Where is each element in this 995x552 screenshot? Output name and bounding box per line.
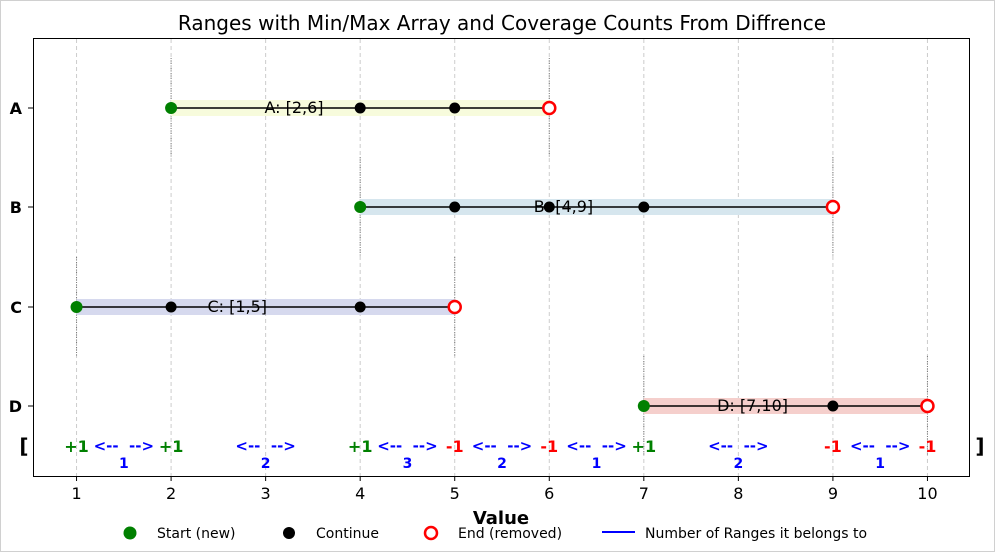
legend-end-marker [423,525,439,541]
diff-marker: +1 [64,437,89,456]
legend-label: Start (new) [157,526,236,542]
coverage-count: 3 [403,456,413,472]
x-axis-label: Value [473,508,529,529]
legend-start-marker [123,526,137,540]
legend-label: Continue [316,526,379,542]
range-label: B: [4,9] [534,197,593,216]
continue-point [449,201,461,213]
chart-title: Ranges with Min/Max Array and Coverage C… [178,11,826,35]
y-tick-label: B [10,198,22,217]
coverage-arrows: <-- --> [94,437,154,455]
diff-marker: -1 [824,437,842,456]
continue-point [354,301,366,313]
x-tick-label: 4 [355,484,365,503]
y-tick-label: A [10,99,23,118]
coverage-count: 1 [875,456,885,472]
range-label: C: [1,5] [207,297,267,316]
y-tick-label: D [9,397,22,416]
coverage-count: 2 [261,456,271,472]
coverage-arrows: <-- --> [235,437,295,455]
end-point [825,199,841,215]
diff-marker: -1 [540,437,558,456]
coverage-count: 2 [497,456,507,472]
plot-frame [33,38,970,477]
start-point [165,102,178,114]
diff-marker: -1 [446,437,464,456]
x-tick-label: 5 [450,484,460,503]
coverage-arrows: <-- --> [377,437,437,455]
close-bracket: ] [975,434,984,458]
coverage-arrows: <-- --> [850,437,910,455]
continue-point [827,400,839,412]
legend: Start (new) Continue End (removed) Number o… [123,525,867,542]
coverage-count: 2 [733,456,743,472]
x-tick-label: 6 [544,484,554,503]
coverage-arrows: <-- --> [708,437,768,455]
coverage-arrows: <-- --> [566,437,626,455]
x-tick-label: 3 [261,484,271,503]
start-point [637,400,650,412]
open-bracket: [ [19,434,28,458]
y-tick-label: C [10,298,22,317]
continue-point [543,201,555,213]
x-tick-label: 1 [71,484,81,503]
x-tick-label: 10 [917,484,937,503]
legend-continue-marker [283,527,295,539]
end-point [447,299,462,315]
continue-point [638,201,650,213]
x-tick-label: 7 [639,484,649,503]
coverage-count: 1 [119,456,129,472]
diff-marker: +1 [159,437,184,456]
diff-marker: +1 [632,437,657,456]
end-point [920,398,935,414]
x-tick-label: 2 [166,484,176,503]
range-label: A: [2,6] [264,98,323,117]
range-label: D: [7,10] [717,396,788,415]
plot-area: A: [2,6] B: [4,9] C: [1,5] D: [7,10] [] +1 +1 +… [19,58,985,472]
legend-label: Number of Ranges it belongs to [645,526,867,542]
start-point [354,201,367,213]
diff-marker: -1 [919,437,937,456]
continue-point [165,301,177,313]
x-tick-label: 8 [733,484,743,503]
diff-marker: +1 [348,437,373,456]
coverage-arrows: <-- --> [472,437,532,455]
legend-label: End (removed) [458,526,562,542]
coverage-count: 1 [592,456,602,472]
continue-point [354,102,366,114]
end-point [542,100,557,116]
continue-point [449,102,461,114]
start-point [70,301,83,313]
x-tick-label: 9 [828,484,838,503]
axes: 1 2 3 4 5 6 7 8 9 10 A B C D [9,99,938,503]
